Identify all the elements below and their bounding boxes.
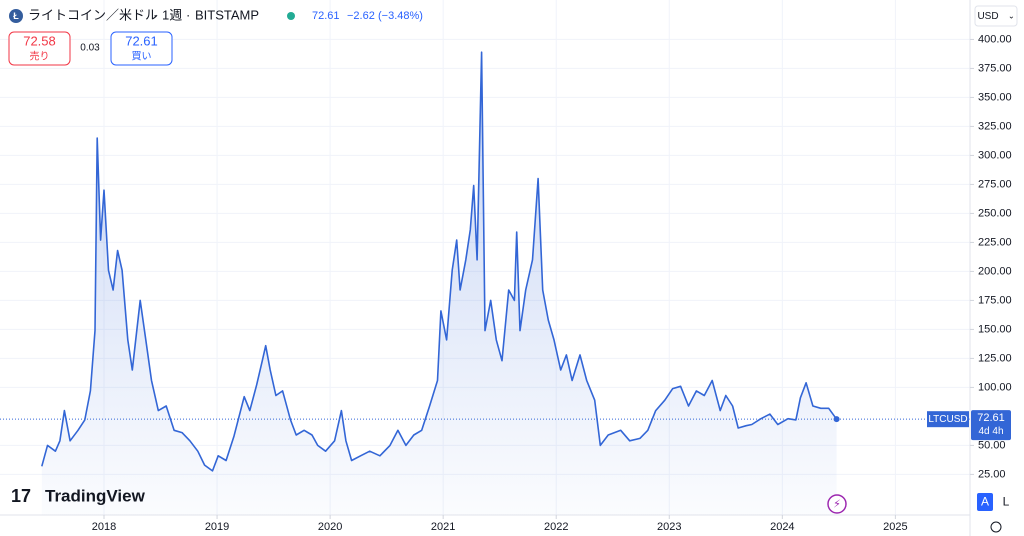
currency: USD	[977, 11, 998, 22]
settings-icon[interactable]	[990, 521, 1002, 533]
y-tick-label: 275.00	[978, 178, 1012, 190]
x-tick-label: 2022	[544, 521, 568, 533]
y-tick-label: 50.00	[978, 439, 1006, 451]
x-tick-label: 2025	[883, 521, 907, 533]
y-tick-label: 25.00	[978, 468, 1006, 480]
price-axis-panel	[970, 0, 1024, 536]
x-tick-label: 2021	[431, 521, 455, 533]
sell-label: 売り	[30, 50, 50, 63]
area-fill	[41, 52, 837, 515]
exchange: BITSTAMP	[195, 7, 259, 22]
sell-button[interactable]	[8, 31, 71, 66]
price-tag-price: 72.61	[977, 412, 1005, 424]
buy-price: 72.61	[125, 33, 158, 48]
coin-icon-letter: Ł	[13, 11, 19, 21]
separator: ·	[186, 7, 190, 22]
y-tick-label: 225.00	[978, 236, 1012, 248]
auto-button[interactable]	[977, 493, 993, 511]
header-price: 72.61	[312, 10, 340, 22]
x-tick-label: 2019	[205, 521, 229, 533]
header-change: −2.62	[347, 10, 375, 22]
price-tag-countdown: 4d 4h	[978, 426, 1003, 437]
y-tick-label: 125.00	[978, 352, 1012, 364]
symbol-tag-label: LTCUSD	[928, 414, 967, 425]
events-button[interactable]	[827, 494, 847, 514]
price-line	[41, 51, 838, 472]
market-status	[287, 12, 295, 20]
y-tick-label: 375.00	[978, 62, 1012, 74]
buy-label: 買い	[132, 51, 152, 63]
interval: 1週	[162, 7, 182, 22]
logo: TradingView	[45, 486, 146, 505]
y-tick-label: 100.00	[978, 381, 1012, 393]
header-change-pct: (−3.48%)	[378, 10, 423, 22]
x-tick-label: 2020	[318, 521, 342, 533]
plot	[0, 51, 970, 515]
x-tick-label: 2023	[657, 521, 681, 533]
symbol-title: ライトコイン／米ドル	[28, 7, 158, 22]
y-tick-label: 325.00	[978, 120, 1012, 132]
auto-label: A	[981, 495, 989, 509]
logo-mark: 17	[11, 486, 31, 506]
y-tick-label: 175.00	[978, 294, 1012, 306]
currency-button[interactable]	[974, 5, 1018, 27]
events-icon: ⚡	[833, 498, 841, 510]
symbol-tag	[927, 411, 969, 428]
x-tick-label: 2024	[770, 521, 794, 533]
y-tick-label: 300.00	[978, 149, 1012, 161]
buy-button[interactable]	[110, 31, 173, 66]
y-tick-label: 400.00	[978, 33, 1012, 45]
coin-icon	[9, 9, 23, 23]
axis: 25.00 50.00 100.00 125.00 150.00 175.00 200.00…	[92, 33, 1012, 533]
y-tick-label: 250.00	[978, 207, 1012, 219]
dropdown-arrow: ⌄	[1008, 12, 1015, 21]
sell-price: 72.58	[23, 33, 56, 48]
spread: 0.03	[80, 43, 100, 54]
price-tag	[971, 410, 1011, 441]
y-tick-label: 200.00	[978, 265, 1012, 277]
y-tick-label: 350.00	[978, 91, 1012, 103]
log-label[interactable]: L	[1003, 495, 1010, 509]
y-tick-label: 150.00	[978, 323, 1012, 335]
separator: ·	[153, 7, 157, 22]
x-tick-label: 2018	[92, 521, 116, 533]
last-point	[833, 416, 840, 423]
